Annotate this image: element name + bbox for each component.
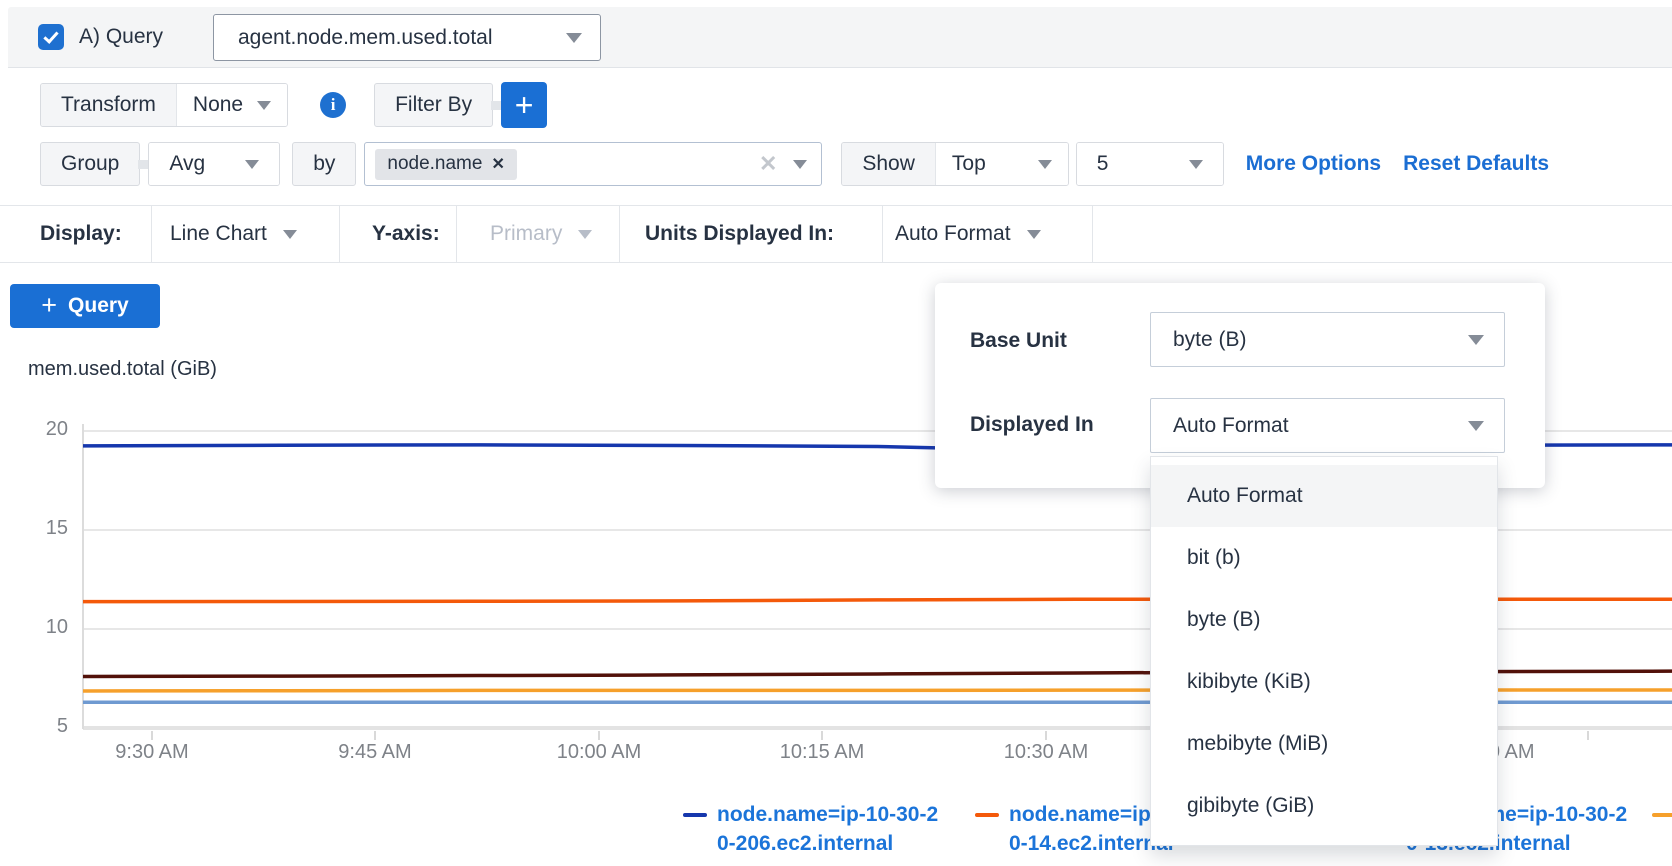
x-axis-tick-label: 9:30 AM [115, 741, 188, 764]
y-axis-tick-label: 10 [20, 616, 68, 639]
aggregation-dropdown[interactable]: Avg [148, 142, 280, 186]
x-axis-tick-label: 10:30 AM [1004, 741, 1089, 764]
yaxis-value: Primary [490, 222, 562, 246]
legend-dash-icon [1652, 813, 1672, 817]
chevron-down-icon [566, 33, 582, 43]
info-icon[interactable]: i [320, 92, 346, 118]
transform-control: Transform None [40, 83, 288, 127]
display-label: Display: [40, 222, 122, 246]
chevron-down-icon [245, 160, 259, 169]
base-unit-value: byte (B) [1173, 328, 1247, 352]
chevron-down-icon [1038, 160, 1052, 169]
units-dropdown[interactable]: Auto Format [883, 206, 1093, 262]
y-axis-tick-label: 15 [20, 517, 68, 540]
transform-label: Transform [41, 84, 176, 126]
chevron-down-icon [283, 230, 297, 239]
displayed-in-dropdown[interactable]: Auto Format [1150, 398, 1505, 453]
yaxis-label: Y-axis: [372, 222, 440, 246]
unit-option[interactable]: Auto Format [1151, 465, 1497, 527]
units-label: Units Displayed In: [645, 222, 834, 246]
chart-axis-title: mem.used.total (GiB) [28, 358, 217, 381]
transform-dropdown[interactable]: None [176, 84, 287, 126]
legend-dash-icon [683, 813, 707, 817]
query-label: A) Query [79, 25, 163, 49]
chevron-down-icon [578, 230, 592, 239]
x-axis-tick-label: 10:15 AM [780, 741, 865, 764]
transform-dropdown-value: None [193, 93, 243, 117]
group-by-tag-value: node.name [387, 153, 482, 175]
y-axis-tick-label: 20 [20, 418, 68, 441]
aggregation-value: Avg [169, 152, 205, 176]
displayed-in-value: Auto Format [1173, 414, 1289, 438]
metric-dropdown[interactable]: agent.node.mem.used.total [213, 14, 601, 61]
base-unit-dropdown[interactable]: byte (B) [1150, 312, 1505, 367]
plus-icon: + [41, 290, 57, 321]
metrics-query-builder: A) Query agent.node.mem.used.total Trans… [0, 0, 1672, 866]
y-axis-tick-label: 5 [20, 715, 68, 738]
legend-dash-icon [975, 813, 999, 817]
chevron-down-icon [1468, 335, 1484, 345]
show-label: Show [842, 143, 935, 185]
metric-dropdown-value: agent.node.mem.used.total [238, 26, 493, 50]
checkmark-icon [43, 28, 58, 44]
chevron-down-icon [257, 101, 271, 110]
query-row: A) Query agent.node.mem.used.total [8, 7, 1672, 68]
chevron-down-icon [1027, 230, 1041, 239]
by-label: by [292, 142, 356, 186]
filter-by-button[interactable]: Filter By [374, 83, 493, 127]
legend-item[interactable]: node.name=ip-10-30-20-206.ec2.internal [717, 800, 938, 858]
chevron-down-icon[interactable] [793, 160, 807, 169]
query-enabled-checkbox[interactable] [38, 24, 64, 50]
show-control: Show Top [841, 142, 1068, 186]
group-by-input[interactable]: node.name ✕ ✕ [364, 142, 822, 186]
chevron-down-icon [1468, 421, 1484, 431]
base-unit-label: Base Unit [970, 329, 1067, 353]
x-axis-tick-label: 10:00 AM [557, 741, 642, 764]
yaxis-dropdown[interactable]: Primary [457, 206, 620, 262]
displayed-in-label: Displayed In [970, 413, 1094, 437]
unit-option[interactable]: gibibyte (GiB) [1151, 775, 1497, 837]
show-mode-dropdown[interactable]: Top [935, 143, 1068, 185]
group-label: Group [40, 142, 140, 186]
remove-tag-icon[interactable]: ✕ [491, 154, 504, 174]
unit-option[interactable]: kibibyte (KiB) [1151, 651, 1497, 713]
chart-type-value: Line Chart [170, 222, 267, 246]
group-by-tag[interactable]: node.name ✕ [375, 149, 516, 180]
unit-option[interactable]: byte (B) [1151, 589, 1497, 651]
more-options-link[interactable]: More Options [1246, 152, 1381, 176]
display-row: Display: Line Chart Y-axis: Primary Unit… [0, 205, 1672, 263]
chart-type-dropdown[interactable]: Line Chart [152, 206, 340, 262]
chevron-down-icon [1189, 160, 1203, 169]
unit-option[interactable]: mebibyte (MiB) [1151, 713, 1497, 775]
transform-row: Transform None i Filter By + [40, 82, 547, 128]
group-row: Group Avg by node.name ✕ ✕ Show Top 5 Mor… [40, 142, 1672, 186]
displayed-in-options-list: Auto Formatbit (b)byte (B)kibibyte (KiB)… [1150, 456, 1498, 846]
add-query-label: Query [68, 294, 129, 318]
show-count-dropdown[interactable]: 5 [1076, 142, 1224, 186]
show-mode-value: Top [952, 152, 986, 176]
add-query-button[interactable]: + Query [10, 284, 160, 328]
reset-default-link[interactable]: Reset Defaults [1403, 152, 1549, 176]
unit-option[interactable]: bit (b) [1151, 527, 1497, 589]
show-count-value: 5 [1097, 152, 1109, 176]
add-filter-button[interactable]: + [501, 82, 547, 128]
clear-input-icon[interactable]: ✕ [759, 151, 777, 177]
units-value: Auto Format [895, 222, 1011, 246]
x-axis-tick-label: 9:45 AM [338, 741, 411, 764]
